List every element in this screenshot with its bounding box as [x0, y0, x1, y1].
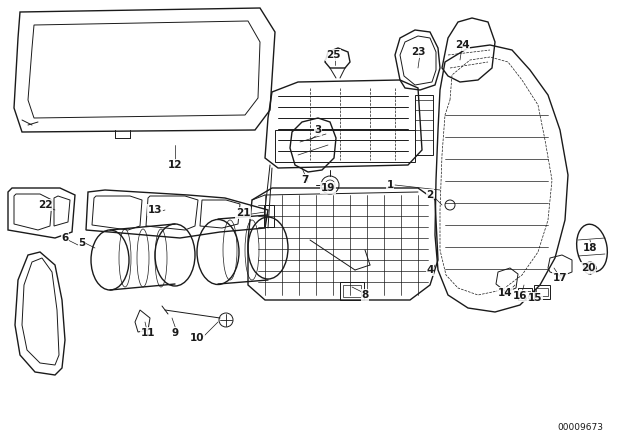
Text: 6: 6	[61, 233, 68, 243]
Text: 7: 7	[301, 175, 308, 185]
Text: 12: 12	[168, 160, 182, 170]
Text: 16: 16	[513, 291, 527, 301]
Text: 5: 5	[78, 238, 86, 248]
Text: 19: 19	[321, 183, 335, 193]
Text: 10: 10	[189, 333, 204, 343]
Text: 14: 14	[498, 288, 512, 298]
Bar	[518, 288, 532, 300]
Text: 18: 18	[583, 243, 597, 253]
Bar	[340, 282, 364, 300]
Text: 25: 25	[326, 50, 340, 60]
Text: 9: 9	[172, 328, 179, 338]
Text: 21: 21	[236, 208, 250, 218]
Text: 13: 13	[148, 205, 163, 215]
Text: 11: 11	[141, 328, 156, 338]
Bar	[536, 288, 548, 296]
Bar	[343, 285, 361, 297]
Text: 24: 24	[454, 40, 469, 50]
Bar	[520, 291, 530, 298]
Text: 4: 4	[426, 265, 434, 275]
Text: 3: 3	[314, 125, 322, 135]
Text: 15: 15	[528, 293, 542, 303]
Text: 23: 23	[411, 47, 425, 57]
Text: 1: 1	[387, 180, 394, 190]
Text: 8: 8	[362, 290, 369, 300]
Bar	[415, 95, 433, 155]
Text: 00009673: 00009673	[557, 423, 603, 432]
Text: 20: 20	[580, 263, 595, 273]
Bar	[275, 130, 415, 162]
Text: 2: 2	[426, 190, 434, 200]
Text: 22: 22	[38, 200, 52, 210]
Bar	[264, 205, 274, 227]
Bar	[534, 285, 550, 299]
Text: 17: 17	[553, 273, 567, 283]
